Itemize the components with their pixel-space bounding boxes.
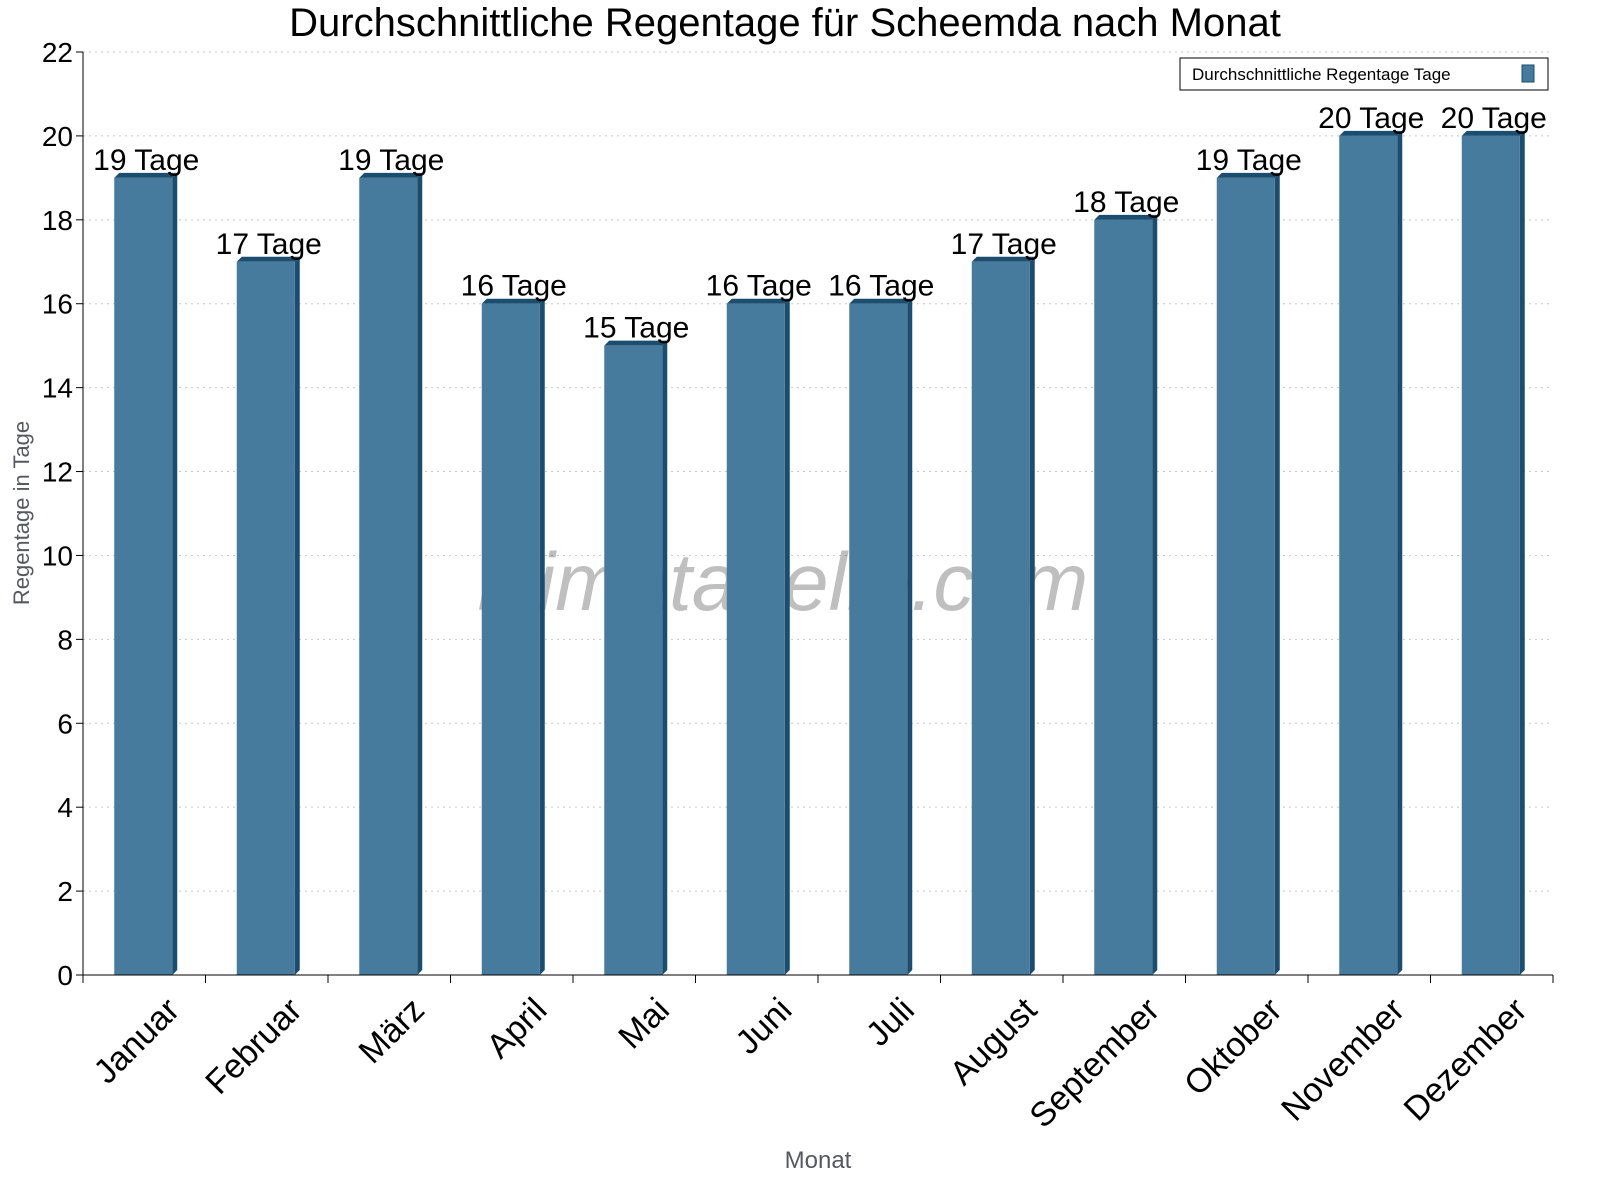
x-tick-label: März <box>352 991 432 1071</box>
y-tick-label: 14 <box>42 373 73 404</box>
bar-side <box>539 298 545 975</box>
data-label: 19 Tage <box>338 144 444 177</box>
legend-box <box>1179 57 1549 91</box>
y-tick-label: 8 <box>57 624 73 655</box>
x-tick-label: Januar <box>86 991 186 1091</box>
bar-top <box>481 298 545 304</box>
y-tick-label: 10 <box>42 540 73 571</box>
data-label: 16 Tage <box>706 270 812 303</box>
bar-side <box>1397 130 1403 976</box>
chart-title: Durchschnittliche Regentage für Scheemda… <box>289 1 1281 45</box>
bar-top <box>1216 172 1280 178</box>
bar-side <box>294 256 300 976</box>
data-label: 20 Tage <box>1318 102 1424 135</box>
data-label: 17 Tage <box>951 228 1057 261</box>
bar-top <box>236 256 300 262</box>
x-tick-label: September <box>1022 991 1166 1135</box>
data-label: 16 Tage <box>828 270 934 303</box>
bar <box>481 303 540 975</box>
y-tick-label: 4 <box>57 792 73 823</box>
bar <box>1339 135 1398 976</box>
bar-top <box>1094 214 1158 220</box>
bar <box>604 345 663 975</box>
y-tick-label: 6 <box>57 708 73 739</box>
bar-side <box>172 172 178 975</box>
bar <box>1216 177 1275 975</box>
x-tick-label: Mai <box>611 991 677 1057</box>
y-axis-label: Regentage in Tage <box>9 421 34 605</box>
bar-side <box>662 340 668 975</box>
data-label: 15 Tage <box>583 312 689 345</box>
bar-top <box>849 298 913 304</box>
x-tick-label: August <box>943 990 1045 1092</box>
bar-top <box>359 172 423 178</box>
bar-top <box>1461 130 1525 136</box>
bars: 19 Tage 17 Tage 19 Tage 16 Tage 15 Tage 16 Ta… <box>93 102 1547 976</box>
bar <box>359 177 418 975</box>
x-axis-label: Monat <box>785 1147 852 1174</box>
y-tick-label: 18 <box>42 205 73 236</box>
bar <box>849 303 908 975</box>
x-tick-label: Juli <box>859 991 922 1054</box>
data-label: 19 Tage <box>93 144 199 177</box>
y-tick-label: 22 <box>42 37 73 68</box>
y-tick-label: 12 <box>42 457 73 488</box>
x-tick-label: Februar <box>198 991 309 1102</box>
data-label: 18 Tage <box>1073 186 1179 219</box>
bar <box>1461 135 1520 976</box>
data-label: 19 Tage <box>1196 144 1302 177</box>
x-tick-label: November <box>1274 991 1412 1129</box>
bar-side <box>1029 256 1035 976</box>
x-tick-label: Juni <box>728 991 799 1062</box>
bar <box>114 177 173 975</box>
bar <box>971 261 1030 976</box>
bar-side <box>417 172 423 975</box>
bar-side <box>1519 130 1525 976</box>
legend-swatch <box>1521 64 1535 83</box>
x-tick-label: Oktober <box>1177 991 1289 1103</box>
bar-side <box>907 298 913 975</box>
y-tick-label: 2 <box>57 876 73 907</box>
bar <box>236 261 295 976</box>
bar-side <box>1274 172 1280 975</box>
y-tick-label: 0 <box>57 960 73 991</box>
y-tick-label: 16 <box>42 289 73 320</box>
bar <box>1094 219 1153 975</box>
bar <box>726 303 785 975</box>
y-tick-label: 20 <box>42 121 73 152</box>
legend-label: Durchschnittliche Regentage Tage <box>1192 65 1451 84</box>
bar-top <box>1339 130 1403 136</box>
bar-top <box>604 340 668 346</box>
bar-side <box>1152 214 1158 975</box>
data-label: 20 Tage <box>1441 102 1547 135</box>
data-label: 17 Tage <box>216 228 322 261</box>
data-label: 16 Tage <box>461 270 567 303</box>
bar-top <box>971 256 1035 262</box>
bar-side <box>784 298 790 975</box>
x-tick-label: April <box>479 991 554 1066</box>
bar-top <box>726 298 790 304</box>
x-tick-label: Dezember <box>1397 991 1535 1129</box>
legend: Durchschnittliche Regentage Tage <box>1179 57 1549 91</box>
bar-top <box>114 172 178 178</box>
grid-lines <box>83 51 1553 892</box>
